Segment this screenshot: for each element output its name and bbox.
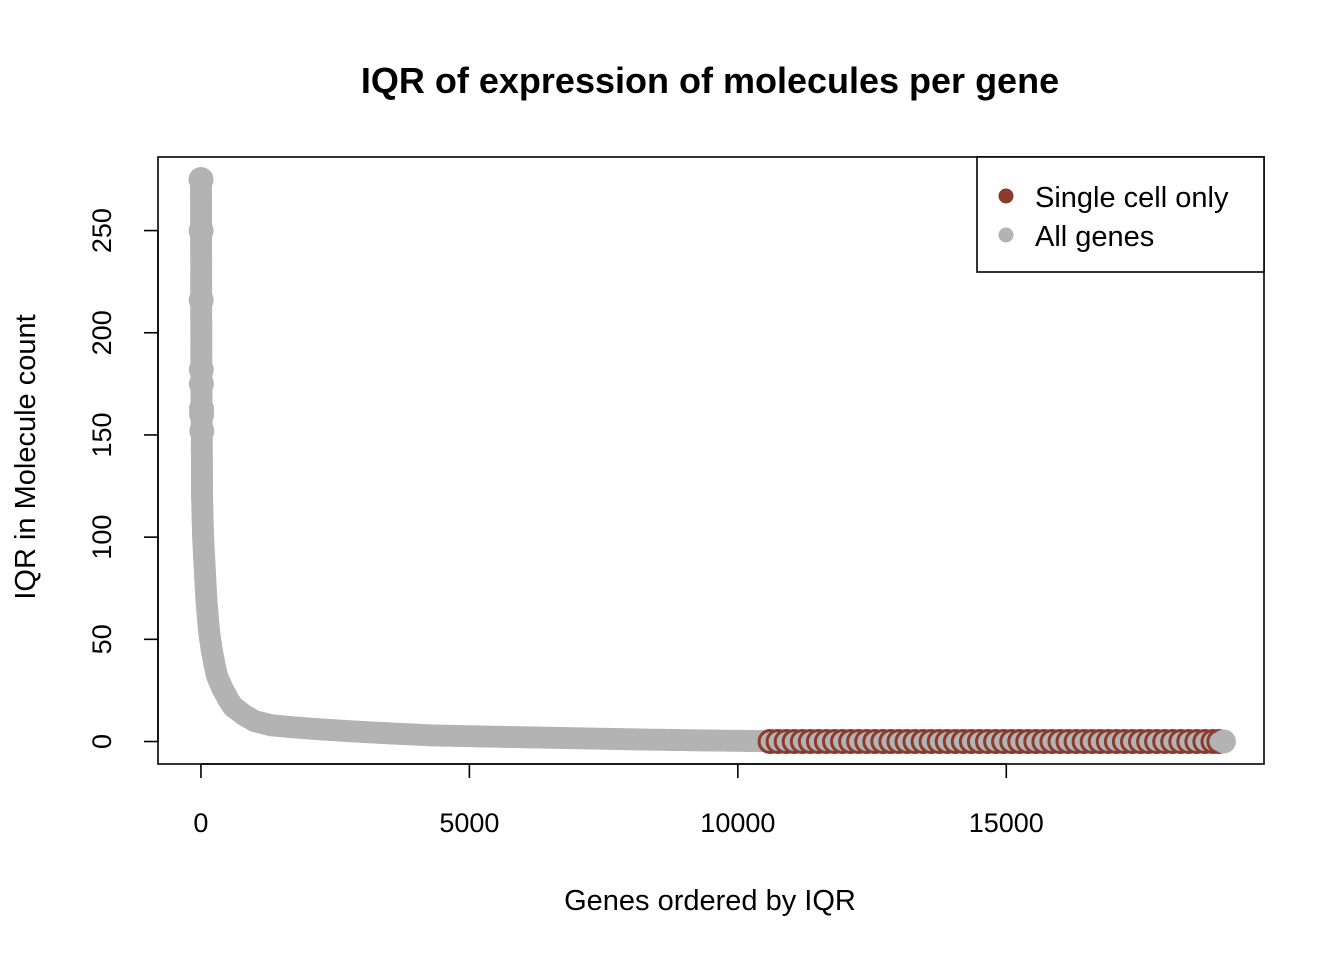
- point-all-genes: [188, 371, 214, 397]
- x-tick-label: 0: [193, 808, 208, 838]
- y-tick-label: 150: [87, 412, 117, 457]
- point-all-genes: [1211, 729, 1236, 754]
- y-tick-label: 100: [87, 515, 117, 560]
- x-tick-label: 5000: [439, 808, 499, 838]
- point-all-genes: [188, 287, 214, 313]
- y-axis-label: IQR in Molecule count: [10, 314, 42, 599]
- point-all-genes: [188, 167, 214, 192]
- x-axis: 0 5000 10000 15000: [193, 763, 1044, 838]
- legend-marker-single-cell: [998, 188, 1014, 204]
- point-all-genes: [188, 218, 214, 244]
- legend-box: [976, 156, 1265, 273]
- x-tick-label: 15000: [969, 808, 1044, 838]
- y-tick-label: 0: [87, 734, 117, 749]
- legend-label-single-cell: Single cell only: [1035, 182, 1229, 214]
- points-layer: [188, 167, 1236, 754]
- chart-title: IQR of expression of molecules per gene: [361, 60, 1059, 101]
- point-all-genes: [189, 418, 215, 444]
- legend-label-all-genes: All genes: [1035, 221, 1154, 253]
- y-tick-label: 200: [87, 310, 117, 355]
- legend-marker-all-genes: [998, 227, 1014, 243]
- y-axis: 0 50 100 150 200 250: [87, 208, 159, 749]
- y-tick-label: 50: [87, 624, 117, 654]
- legend: Single cell only All genes: [976, 156, 1265, 273]
- x-axis-label: Genes ordered by IQR: [564, 885, 856, 917]
- y-tick-label: 250: [87, 208, 117, 253]
- x-tick-label: 10000: [700, 808, 775, 838]
